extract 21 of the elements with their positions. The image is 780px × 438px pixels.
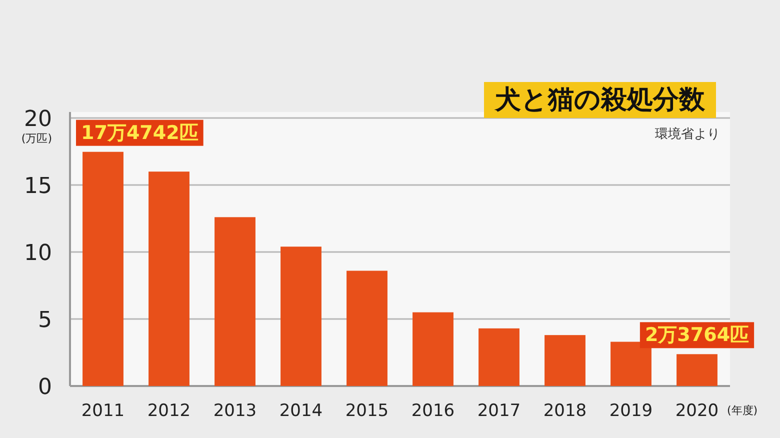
x-tick-label: 2013 xyxy=(213,401,257,421)
x-tick-label: 2017 xyxy=(477,401,521,421)
y-tick-label: 20 xyxy=(24,107,52,132)
chart-title: 犬と猫の殺処分数 xyxy=(494,85,706,115)
x-tick-label: 2018 xyxy=(543,401,587,421)
x-axis-title: (年度) xyxy=(727,404,758,417)
x-tick-label: 2011 xyxy=(81,401,125,421)
annotation: 環境省より xyxy=(655,126,720,142)
y-tick-label: 0 xyxy=(38,375,52,400)
y-tick-label: 15 xyxy=(24,174,52,199)
x-tick-label: 2019 xyxy=(609,401,653,421)
x-tick-label: 2015 xyxy=(345,401,389,421)
data-label: 2万3764匹 xyxy=(644,324,750,346)
x-tick-label: 2020 xyxy=(675,401,719,421)
y-axis-title: (万匹) xyxy=(21,132,52,145)
y-tick-label: 10 xyxy=(24,241,52,266)
data-label: 17万4742匹 xyxy=(81,122,198,144)
x-tick-label: 2014 xyxy=(279,401,323,421)
y-tick-label: 5 xyxy=(38,308,52,333)
x-tick-label: 2016 xyxy=(411,401,455,421)
x-tick-label: 2012 xyxy=(147,401,191,421)
